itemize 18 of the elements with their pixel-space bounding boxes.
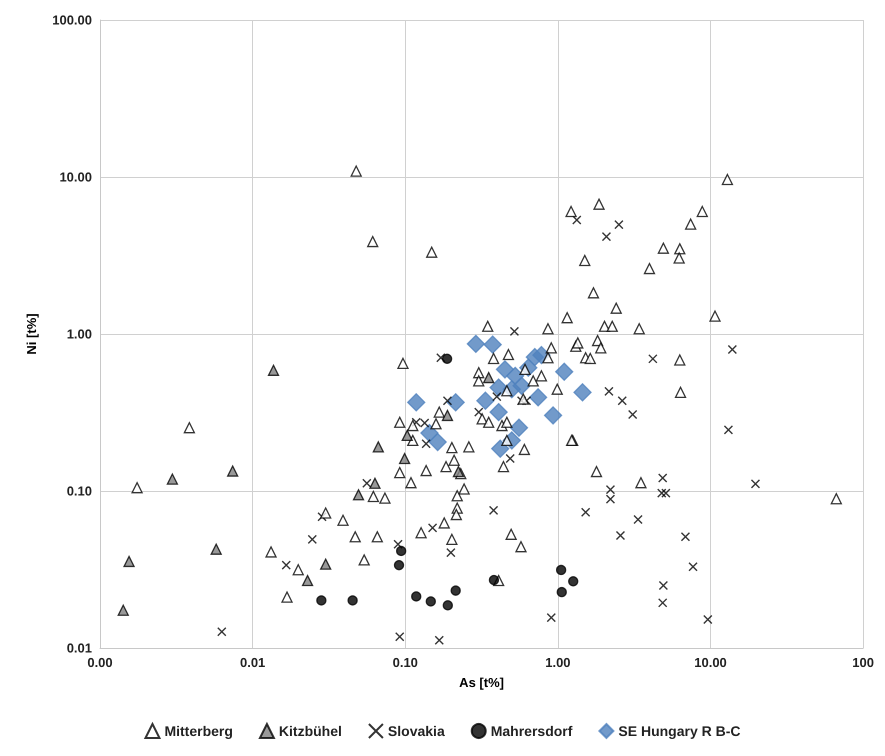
y-tick-label: 1.00 <box>66 326 92 342</box>
legend-label: Slovakia <box>388 723 445 739</box>
y-tick-label: 100.00 <box>52 12 92 28</box>
x-tick-label: 0.00 <box>87 655 113 670</box>
legend-label: Kitzbühel <box>278 723 342 739</box>
x-tick-label: 0.01 <box>240 655 266 670</box>
legend-label: Mahrersdorf <box>490 723 573 739</box>
y-tick-label: 10.00 <box>59 170 92 184</box>
x-tick-label: 0.10 <box>392 655 418 670</box>
x-axis-title: As [t%] <box>459 675 504 690</box>
legend-label: Mitterberg <box>164 723 233 739</box>
legend-label: SE Hungary R B-C <box>618 723 741 739</box>
x-tick-label: 100 <box>852 655 874 670</box>
y-tick-label: 0.01 <box>66 640 92 656</box>
y-tick-label: 0.10 <box>66 484 92 498</box>
x-tick-label: 10.00 <box>694 655 727 670</box>
y-axis-title: Ni [t%] <box>24 313 39 355</box>
x-tick-label: 1.00 <box>545 655 571 670</box>
